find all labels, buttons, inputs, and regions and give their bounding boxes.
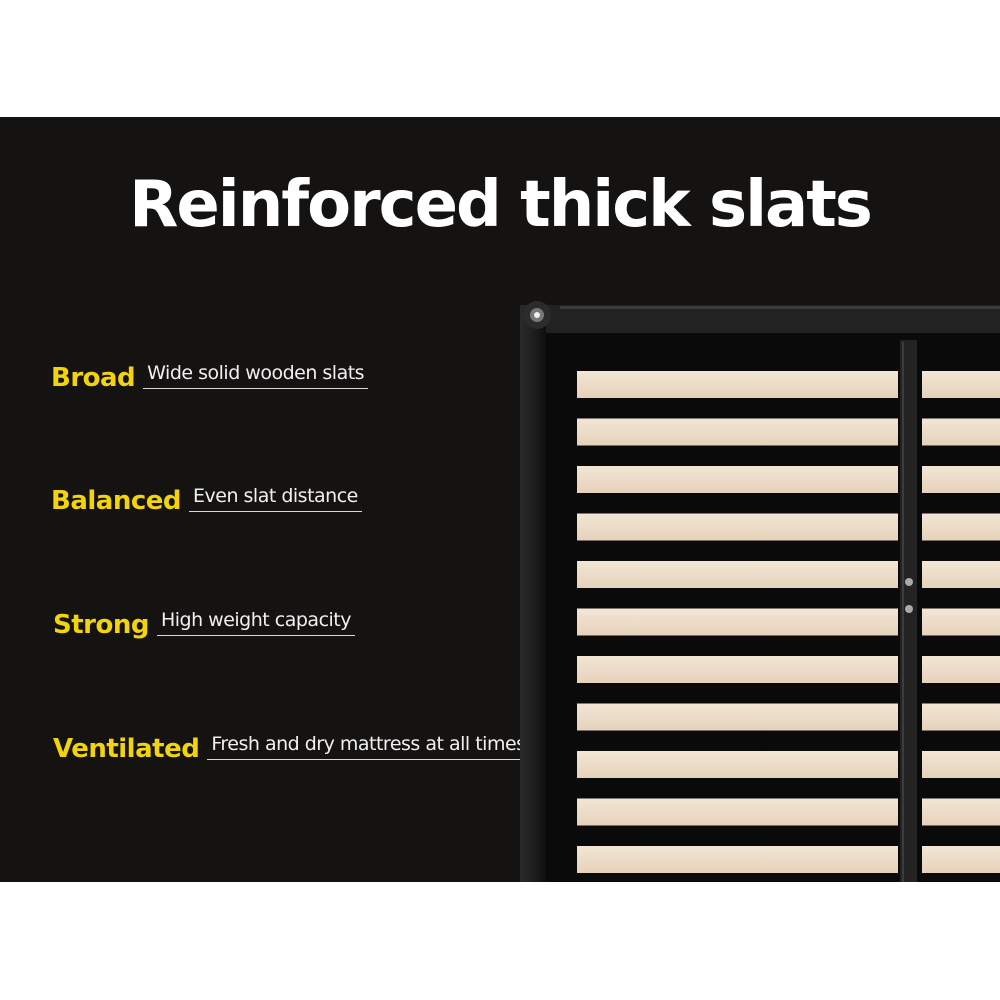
feature-description: Wide solid wooden slats	[143, 362, 369, 389]
feature-description: Even slat distance	[189, 485, 362, 512]
feature-label: Balanced	[51, 486, 182, 516]
feature-strong: Strong High weight capacity	[53, 609, 355, 640]
feature-label: Strong	[53, 610, 149, 640]
feature-description: Fresh and dry mattress at all times	[207, 733, 530, 760]
feature-label: Ventilated	[53, 734, 200, 764]
feature-label: Broad	[51, 363, 136, 393]
feature-description: High weight capacity	[156, 609, 355, 636]
feature-broad: Broad Wide solid wooden slats	[51, 362, 369, 393]
banner-title: Reinforced thick slats	[129, 168, 873, 242]
feature-balanced: Balanced Even slat distance	[51, 485, 362, 516]
feature-ventilated: Ventilated Fresh and dry mattress at all…	[53, 733, 530, 764]
